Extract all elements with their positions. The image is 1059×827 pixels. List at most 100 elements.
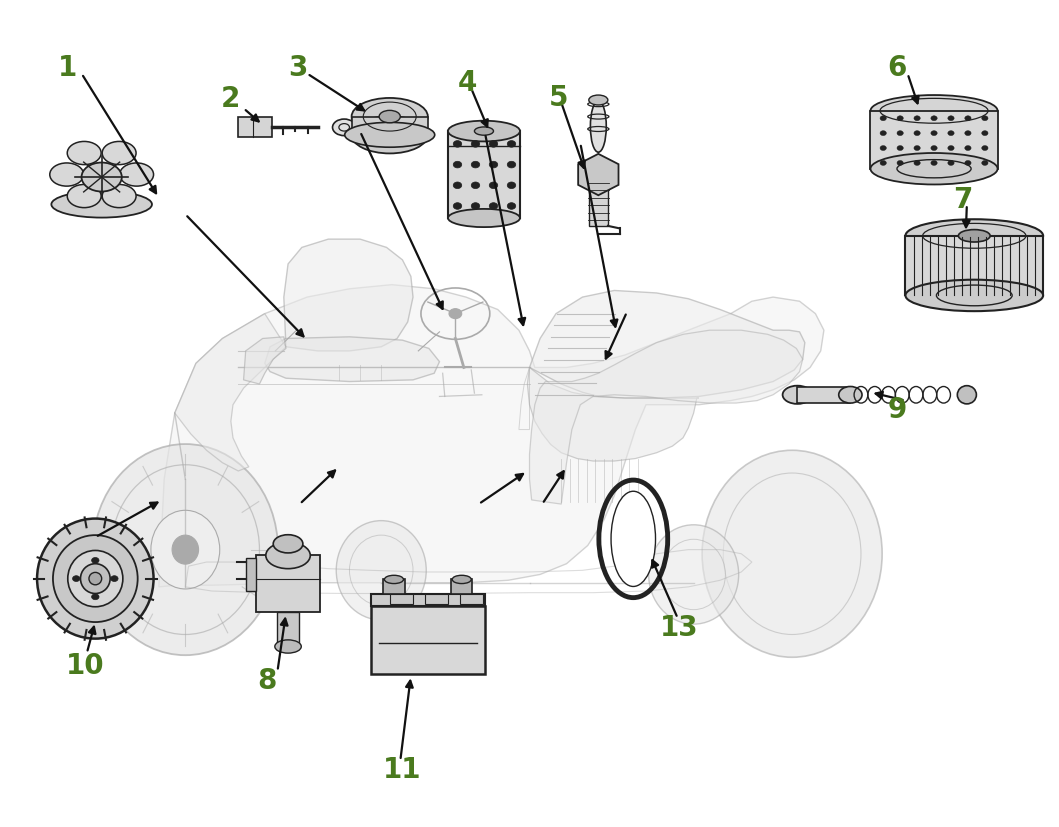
Ellipse shape <box>880 131 886 136</box>
Ellipse shape <box>337 521 426 620</box>
Ellipse shape <box>102 185 136 208</box>
Ellipse shape <box>870 96 998 127</box>
Bar <box>451 580 472 595</box>
Text: 11: 11 <box>383 755 421 783</box>
Ellipse shape <box>783 386 812 404</box>
Ellipse shape <box>453 203 462 210</box>
Ellipse shape <box>72 576 80 582</box>
Ellipse shape <box>507 183 516 189</box>
Text: 8: 8 <box>257 666 276 694</box>
Bar <box>371 606 485 674</box>
Ellipse shape <box>489 203 498 210</box>
Ellipse shape <box>449 309 462 319</box>
Ellipse shape <box>507 141 516 148</box>
Ellipse shape <box>507 203 516 210</box>
Bar <box>238 118 272 138</box>
Ellipse shape <box>589 96 608 106</box>
Ellipse shape <box>880 161 886 166</box>
Ellipse shape <box>982 161 988 166</box>
Ellipse shape <box>68 142 102 165</box>
Ellipse shape <box>965 117 971 122</box>
Ellipse shape <box>931 146 937 151</box>
Ellipse shape <box>965 146 971 151</box>
Ellipse shape <box>352 99 428 136</box>
Ellipse shape <box>914 146 920 151</box>
Ellipse shape <box>948 146 954 151</box>
Ellipse shape <box>905 220 1043 253</box>
Ellipse shape <box>102 142 136 165</box>
Bar <box>460 595 483 605</box>
Text: 7: 7 <box>953 186 972 214</box>
Ellipse shape <box>839 387 862 404</box>
Ellipse shape <box>471 203 480 210</box>
Ellipse shape <box>914 131 920 136</box>
Bar <box>256 556 320 612</box>
Bar <box>390 595 413 605</box>
Ellipse shape <box>53 536 138 623</box>
Ellipse shape <box>453 141 462 148</box>
Bar <box>797 387 850 404</box>
Ellipse shape <box>948 161 954 166</box>
Ellipse shape <box>474 127 493 136</box>
Bar <box>905 237 1043 296</box>
Ellipse shape <box>880 117 886 122</box>
Ellipse shape <box>471 162 480 169</box>
Ellipse shape <box>150 510 220 589</box>
Polygon shape <box>175 314 286 471</box>
Polygon shape <box>527 368 699 461</box>
Ellipse shape <box>172 536 199 564</box>
Text: 9: 9 <box>887 395 907 423</box>
Ellipse shape <box>914 161 920 166</box>
Text: 5: 5 <box>549 84 568 112</box>
Ellipse shape <box>448 210 520 227</box>
Text: 3: 3 <box>288 54 307 82</box>
Bar <box>589 175 608 227</box>
Ellipse shape <box>611 491 656 587</box>
Ellipse shape <box>897 117 903 122</box>
Ellipse shape <box>92 557 100 564</box>
Ellipse shape <box>50 164 84 187</box>
Ellipse shape <box>982 117 988 122</box>
Ellipse shape <box>507 162 516 169</box>
Bar <box>277 612 299 647</box>
Ellipse shape <box>379 111 400 124</box>
Polygon shape <box>246 558 256 591</box>
Polygon shape <box>159 285 824 587</box>
Ellipse shape <box>453 162 462 169</box>
Ellipse shape <box>453 183 462 189</box>
Ellipse shape <box>37 519 154 638</box>
Text: 13: 13 <box>660 613 698 641</box>
Ellipse shape <box>89 572 102 586</box>
Ellipse shape <box>897 131 903 136</box>
Ellipse shape <box>82 164 122 193</box>
Ellipse shape <box>931 161 937 166</box>
Ellipse shape <box>384 576 403 584</box>
Text: 1: 1 <box>58 54 77 82</box>
Text: 4: 4 <box>457 69 477 97</box>
Ellipse shape <box>68 551 123 607</box>
Ellipse shape <box>948 131 954 136</box>
Text: 6: 6 <box>887 54 907 82</box>
Ellipse shape <box>591 102 606 153</box>
Bar <box>383 580 405 595</box>
Ellipse shape <box>948 117 954 122</box>
Bar <box>352 117 428 136</box>
Ellipse shape <box>471 183 480 189</box>
Ellipse shape <box>957 386 976 404</box>
Ellipse shape <box>110 576 119 582</box>
Ellipse shape <box>273 535 303 553</box>
Ellipse shape <box>275 640 302 653</box>
Text: 10: 10 <box>66 651 104 679</box>
Bar <box>425 595 448 605</box>
Ellipse shape <box>80 564 110 594</box>
Polygon shape <box>265 337 439 382</box>
Ellipse shape <box>92 594 100 600</box>
Ellipse shape <box>870 154 998 185</box>
Ellipse shape <box>266 543 310 569</box>
Ellipse shape <box>489 183 498 189</box>
Ellipse shape <box>982 131 988 136</box>
Ellipse shape <box>914 117 920 122</box>
Bar <box>448 132 520 218</box>
Ellipse shape <box>880 146 886 151</box>
Ellipse shape <box>931 117 937 122</box>
